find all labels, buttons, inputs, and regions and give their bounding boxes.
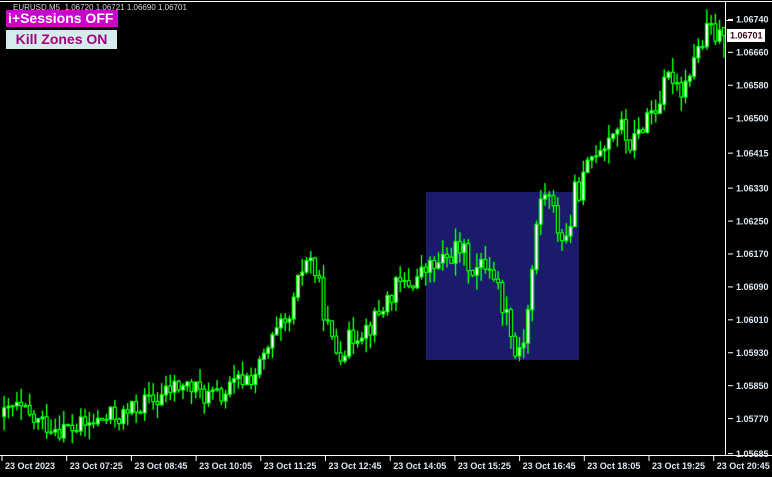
svg-text:23 Oct 07:25: 23 Oct 07:25: [70, 461, 123, 471]
svg-text:1.06010: 1.06010: [736, 315, 769, 325]
svg-text:23 Oct 2023: 23 Oct 2023: [5, 461, 55, 471]
svg-text:1.05685: 1.05685: [736, 449, 769, 459]
svg-text:23 Oct 14:05: 23 Oct 14:05: [393, 461, 446, 471]
svg-text:1.06250: 1.06250: [736, 216, 769, 226]
svg-text:1.06740: 1.06740: [736, 15, 769, 25]
svg-text:23 Oct 15:25: 23 Oct 15:25: [458, 461, 511, 471]
svg-text:1.06415: 1.06415: [736, 148, 769, 158]
svg-text:1.06580: 1.06580: [736, 80, 769, 90]
svg-text:23 Oct 19:25: 23 Oct 19:25: [652, 461, 705, 471]
svg-text:1.06660: 1.06660: [736, 48, 769, 58]
svg-text:23 Oct 11:25: 23 Oct 11:25: [264, 461, 317, 471]
svg-text:1.06701: 1.06701: [730, 31, 763, 41]
svg-text:23 Oct 12:45: 23 Oct 12:45: [329, 461, 382, 471]
svg-text:1.05850: 1.05850: [736, 381, 769, 391]
svg-text:23 Oct 20:45: 23 Oct 20:45: [717, 461, 770, 471]
svg-text:23 Oct 08:45: 23 Oct 08:45: [134, 461, 187, 471]
svg-text:1.05930: 1.05930: [736, 348, 769, 358]
svg-text:23 Oct 10:05: 23 Oct 10:05: [199, 461, 252, 471]
svg-text:23 Oct 18:05: 23 Oct 18:05: [587, 461, 640, 471]
svg-text:1.06500: 1.06500: [736, 113, 769, 123]
svg-text:1.05770: 1.05770: [736, 414, 769, 424]
svg-text:1.06090: 1.06090: [736, 282, 769, 292]
svg-text:23 Oct 16:45: 23 Oct 16:45: [523, 461, 576, 471]
svg-text:1.06330: 1.06330: [736, 183, 769, 193]
svg-text:1.06170: 1.06170: [736, 249, 769, 259]
